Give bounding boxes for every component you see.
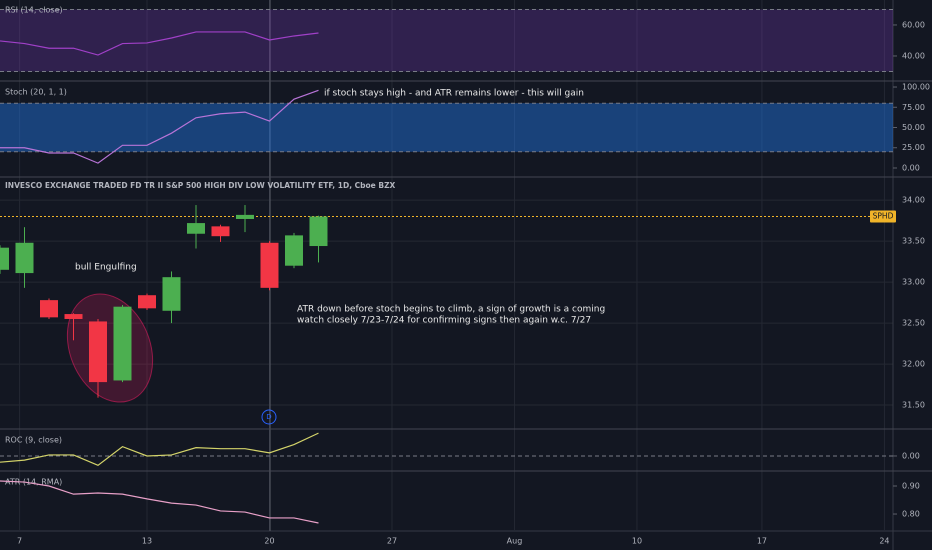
grid (0, 0, 893, 530)
candle-body (284, 235, 303, 266)
candle-body (39, 300, 58, 318)
candle-body (260, 242, 279, 288)
x-tick-label: 20 (264, 537, 274, 546)
candle-body (0, 247, 9, 270)
annotation: bull Engulfing (75, 263, 137, 273)
candle-body (137, 295, 156, 309)
candle-body (64, 314, 83, 319)
x-tick-label: 13 (142, 537, 152, 546)
x-tick-label: 10 (632, 537, 642, 546)
indicator-line (0, 432, 319, 467)
band-fill (0, 103, 893, 152)
candle-body (88, 321, 107, 383)
candle-body (235, 214, 254, 219)
candle-body (309, 216, 328, 247)
y-tick-label: 60.00 (902, 20, 925, 29)
x-tick-label: 17 (757, 537, 767, 546)
y-tick-label: 0.00 (902, 451, 920, 460)
candle-body (186, 223, 205, 234)
pane-title: INVESCO EXCHANGE TRADED FD TR II S&P 500… (5, 181, 396, 190)
annotation: if stoch stays high - and ATR remains lo… (324, 89, 584, 99)
pane-title: Stoch (20, 1, 1) (5, 88, 67, 97)
y-tick-label: 25.00 (902, 143, 925, 152)
price-tag (870, 210, 896, 223)
x-tick-label: 7 (17, 537, 22, 546)
x-tick-label: Aug (507, 537, 523, 546)
indicator-line (0, 480, 319, 524)
y-tick-label: 32.00 (902, 360, 925, 369)
y-tick-label: 75.00 (902, 103, 925, 112)
y-tick-label: 33.00 (902, 278, 925, 287)
y-tick-label: 50.00 (902, 123, 925, 132)
x-tick-label: 27 (387, 537, 397, 546)
annotation: watch closely 7/23-7/24 for confirming s… (297, 316, 591, 326)
candle-body (211, 226, 230, 237)
y-tick-label: 40.00 (902, 51, 925, 60)
annotation: ATR down before stoch begins to climb, a… (297, 305, 605, 315)
y-tick-label: 0.90 (902, 482, 920, 491)
event-marker (261, 409, 277, 425)
candle-body (15, 242, 34, 274)
y-tick-label: 33.50 (902, 237, 925, 246)
x-tick-label: 24 (879, 537, 889, 546)
indicator-line (0, 31, 319, 56)
candle-body (113, 306, 132, 381)
y-tick-label: 0.80 (902, 510, 920, 519)
y-tick-label: 32.50 (902, 319, 925, 328)
y-tick-label: 31.50 (902, 401, 925, 410)
y-tick-label: 34.00 (902, 196, 925, 205)
band-fill (0, 9, 893, 72)
candle-body (162, 277, 181, 311)
pane-title: ROC (9, close) (5, 436, 62, 445)
y-tick-label: 100.00 (902, 83, 930, 92)
event-marker-label: D (266, 413, 271, 421)
y-tick-label: 0.00 (902, 163, 920, 172)
price-tag-label: SPHD (873, 212, 894, 221)
pane-title: RSI (14, close) (5, 6, 63, 15)
indicator-line (0, 89, 319, 164)
pane-title: ATR (14, RMA) (5, 478, 62, 487)
